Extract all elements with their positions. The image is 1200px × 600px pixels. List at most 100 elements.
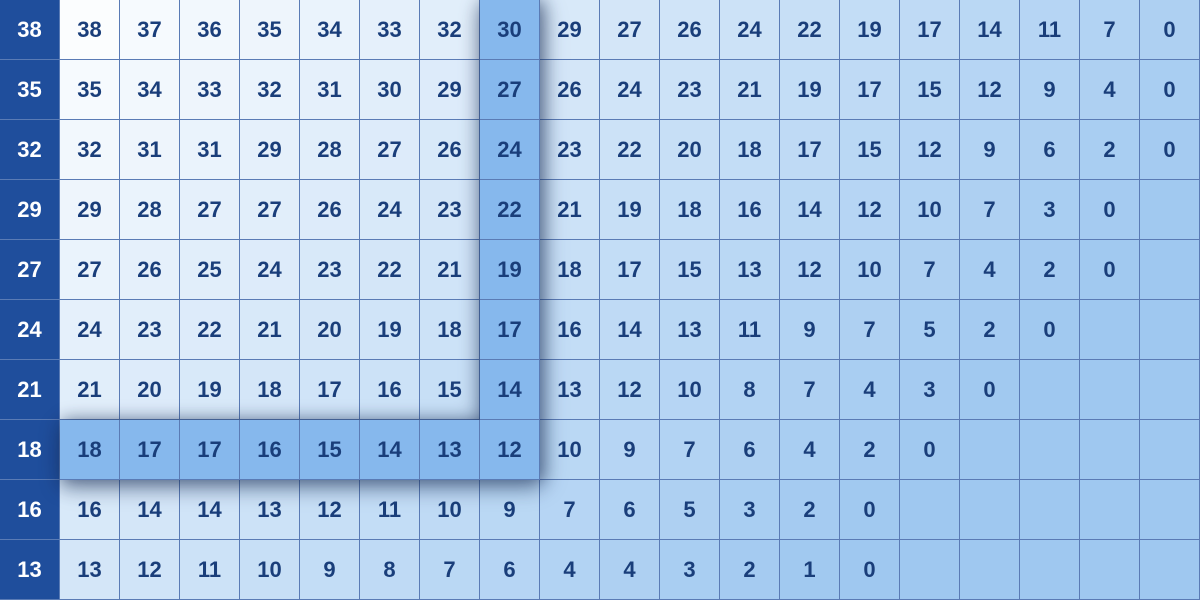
row-header: 13: [0, 540, 60, 600]
grid-cell: [1080, 360, 1140, 420]
grid-cell: 6: [1020, 120, 1080, 180]
number-grid: 3835322927242118161338373635343332302927…: [0, 0, 1200, 600]
grid-cell: 18: [240, 360, 300, 420]
grid-cell: 17: [780, 120, 840, 180]
grid-cell: 10: [840, 240, 900, 300]
grid-cell: 7: [1080, 0, 1140, 60]
grid-cell: 4: [1080, 60, 1140, 120]
row-header: 16: [0, 480, 60, 540]
grid-cell: 14: [120, 480, 180, 540]
grid-cell: [960, 480, 1020, 540]
grid-cell: 17: [600, 240, 660, 300]
grid-cell: 29: [60, 180, 120, 240]
grid-cell: 24: [60, 300, 120, 360]
grid-cell: [1020, 360, 1080, 420]
grid-cell: 9: [780, 300, 840, 360]
grid-cell: 9: [1020, 60, 1080, 120]
grid-cell: 17: [840, 60, 900, 120]
grid-cell: [900, 480, 960, 540]
grid-cell: 19: [780, 60, 840, 120]
grid-cell: 13: [240, 480, 300, 540]
grid-cell: 16: [240, 420, 300, 480]
grid-cell: 10: [540, 420, 600, 480]
grid-cell: 11: [180, 540, 240, 600]
grid-cell: 12: [300, 480, 360, 540]
grid-cell: 1: [780, 540, 840, 600]
grid-cell: 29: [420, 60, 480, 120]
grid-cell: 0: [1080, 240, 1140, 300]
grid-cell: 27: [180, 180, 240, 240]
row-header: 27: [0, 240, 60, 300]
grid-cell: 21: [720, 60, 780, 120]
grid-cell: 4: [960, 240, 1020, 300]
grid-cell: [960, 420, 1020, 480]
grid-cell: 3: [900, 360, 960, 420]
grid-cell: 24: [360, 180, 420, 240]
grid-cell: 34: [300, 0, 360, 60]
grid-cell: 15: [660, 240, 720, 300]
grid-cell: 20: [120, 360, 180, 420]
grid-cell: 25: [180, 240, 240, 300]
grid-cell: 24: [480, 120, 540, 180]
grid-cell: 26: [300, 180, 360, 240]
grid-cell: 12: [960, 60, 1020, 120]
grid-cell: 33: [360, 0, 420, 60]
grid-cell: [1080, 420, 1140, 480]
grid-cell: [1140, 180, 1200, 240]
grid-cell: 22: [180, 300, 240, 360]
grid-cell: 26: [120, 240, 180, 300]
grid-cell: 35: [60, 60, 120, 120]
grid-cell: 21: [60, 360, 120, 420]
grid-cell: 16: [720, 180, 780, 240]
grid-cell: 13: [420, 420, 480, 480]
grid-cell: 3: [660, 540, 720, 600]
grid-cell: 6: [720, 420, 780, 480]
grid-cell: 22: [480, 180, 540, 240]
grid-cell: 3: [1020, 180, 1080, 240]
grid-cell: 17: [900, 0, 960, 60]
grid-cell: 37: [120, 0, 180, 60]
grid-cell: 0: [1140, 60, 1200, 120]
grid-cell-intersection: 12: [480, 420, 540, 480]
grid-cell: 12: [900, 120, 960, 180]
grid-cell: 18: [660, 180, 720, 240]
grid-cell: 9: [300, 540, 360, 600]
grid-cell: [1080, 540, 1140, 600]
grid-cell: 16: [540, 300, 600, 360]
grid-cell: 10: [240, 540, 300, 600]
grid-cell: 18: [720, 120, 780, 180]
grid-cell: [1140, 300, 1200, 360]
grid-cell: 2: [780, 480, 840, 540]
row-header: 32: [0, 120, 60, 180]
grid-cell: 17: [120, 420, 180, 480]
grid-cell: 5: [660, 480, 720, 540]
grid-cell: 14: [180, 480, 240, 540]
grid-cell: 18: [540, 240, 600, 300]
grid-cell: 12: [600, 360, 660, 420]
grid-cell: 18: [60, 420, 120, 480]
grid-cell: 24: [720, 0, 780, 60]
grid-cell: 11: [360, 480, 420, 540]
grid-cell: 31: [300, 60, 360, 120]
grid-cell: 4: [780, 420, 840, 480]
grid-cell: [900, 540, 960, 600]
grid-cell: 7: [420, 540, 480, 600]
grid-cell: 15: [300, 420, 360, 480]
grid-cell: 15: [900, 60, 960, 120]
grid-cell: 6: [480, 540, 540, 600]
grid-cell: 21: [540, 180, 600, 240]
grid-cell: 15: [420, 360, 480, 420]
grid-cell: 28: [300, 120, 360, 180]
row-header: 21: [0, 360, 60, 420]
grid-cell: [1140, 240, 1200, 300]
grid-cell: 20: [300, 300, 360, 360]
grid-cell: 17: [480, 300, 540, 360]
grid-cell: 16: [60, 480, 120, 540]
grid-cell: 27: [600, 0, 660, 60]
grid-cell: 35: [240, 0, 300, 60]
grid-cell: 33: [180, 60, 240, 120]
grid-cell: 13: [540, 360, 600, 420]
grid-cell: 15: [840, 120, 900, 180]
grid-cell: 13: [660, 300, 720, 360]
grid-cell: 9: [960, 120, 1020, 180]
